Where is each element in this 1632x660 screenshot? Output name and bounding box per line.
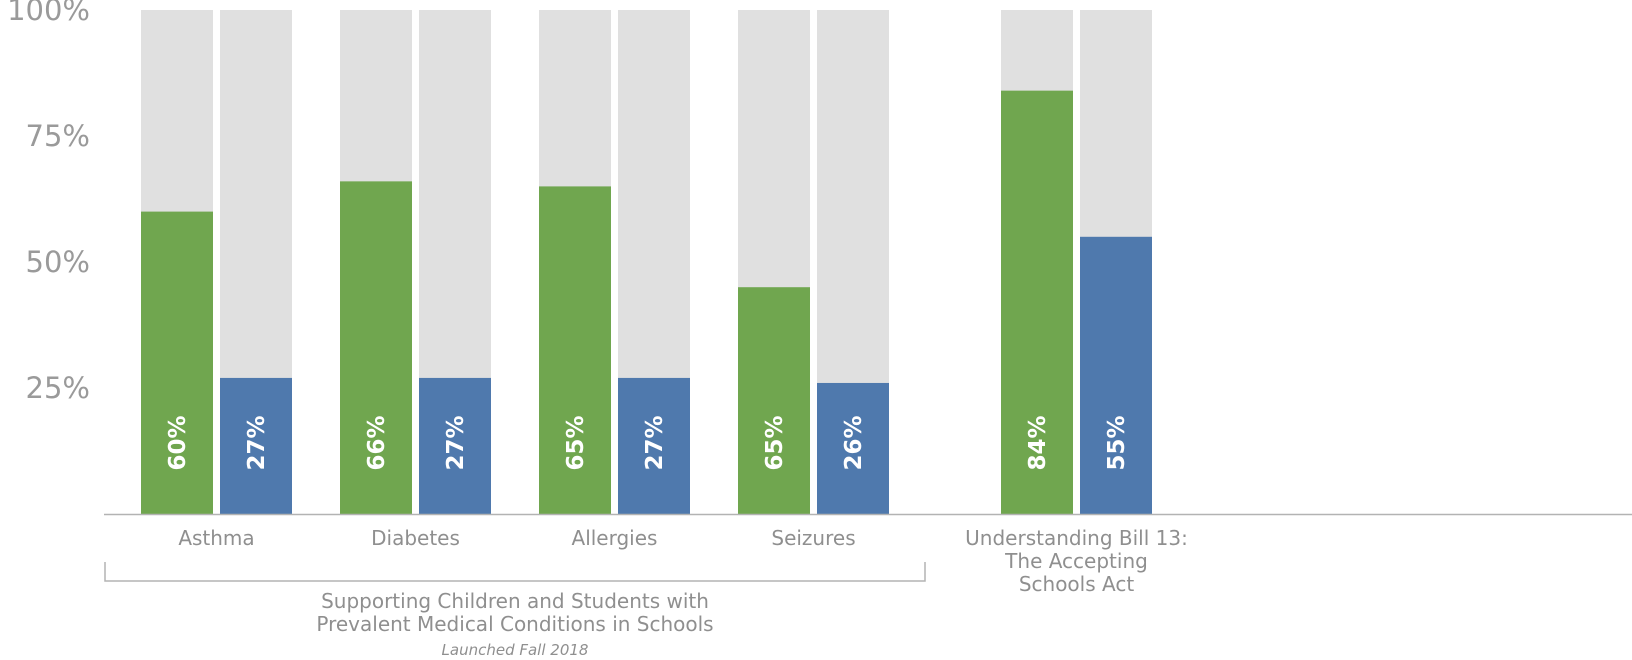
category-label: Schools Act <box>1019 572 1135 596</box>
bar-value-label: 66% <box>364 415 390 470</box>
category-label: Diabetes <box>371 526 460 550</box>
bar-value-label: 27% <box>244 415 270 470</box>
bar-value-label: 65% <box>563 415 589 470</box>
bar-green <box>539 186 611 514</box>
bar-blue <box>618 377 690 514</box>
category-label: Allergies <box>572 526 658 550</box>
bar-blue <box>220 377 292 514</box>
bar-green <box>1001 90 1073 514</box>
category-label: The Accepting <box>1004 549 1148 573</box>
bar-value-label: 26% <box>841 415 867 470</box>
category-label: Seizures <box>771 526 855 550</box>
bar-blue <box>817 382 889 514</box>
bar-value-label: 55% <box>1104 415 1130 470</box>
bar-green <box>141 211 213 514</box>
group-label: Supporting Children and Students with <box>321 589 709 613</box>
bar-green <box>340 181 412 515</box>
category-label: Asthma <box>178 526 254 550</box>
category-label: Understanding Bill 13: <box>965 526 1188 550</box>
bar-blue <box>419 377 491 514</box>
group-label: Prevalent Medical Conditions in Schools <box>316 612 713 636</box>
bar-value-label: 65% <box>762 415 788 470</box>
group-bracket <box>104 562 926 582</box>
y-tick-label: 50% <box>26 245 90 279</box>
y-tick-label: 100% <box>7 0 90 27</box>
group-note: Launched Fall 2018 <box>442 641 589 659</box>
y-tick-label: 75% <box>26 119 90 153</box>
bar-green <box>738 287 810 514</box>
bar-value-label: 84% <box>1025 415 1051 470</box>
bar-blue <box>1080 236 1152 515</box>
bar-value-label: 27% <box>443 415 469 470</box>
y-tick-label: 25% <box>26 371 90 405</box>
bar-value-label: 27% <box>642 415 668 470</box>
bar-value-label: 60% <box>165 415 191 470</box>
